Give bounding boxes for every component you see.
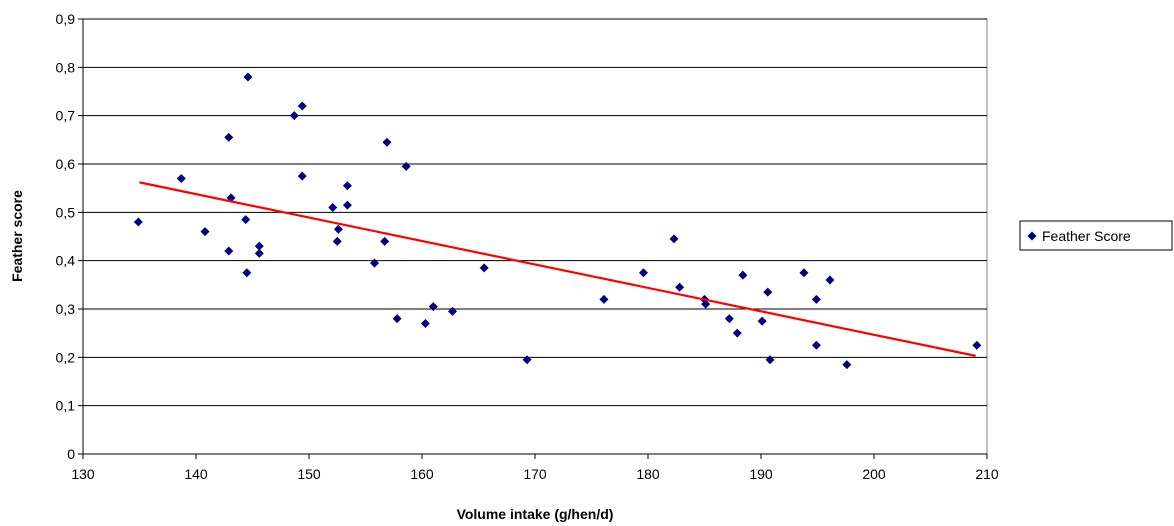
data-point [297, 171, 307, 181]
y-tick-label: 0,8 [56, 59, 76, 75]
legend-marker-diamond [1027, 231, 1037, 241]
data-point [724, 314, 734, 324]
data-point [224, 246, 234, 256]
x-tick-label: 160 [410, 466, 434, 482]
x-axis-title: Volume intake (g/hen/d) [457, 506, 614, 522]
gridlines [83, 18, 987, 407]
y-axis-title: Feather score [9, 190, 25, 282]
data-point [289, 111, 299, 121]
legend-box [1019, 220, 1173, 251]
trendline [139, 181, 976, 357]
x-tick-label: 140 [184, 466, 208, 482]
x-tick-label: 130 [71, 466, 95, 482]
data-point [811, 340, 821, 350]
legend-label: Feather Score [1042, 228, 1131, 244]
data-point [638, 268, 648, 278]
data-point [224, 132, 234, 142]
data-points [133, 72, 982, 370]
data-point [763, 287, 773, 297]
y-tick-label: 0,1 [56, 398, 76, 414]
data-point [297, 101, 307, 111]
data-point [333, 224, 343, 234]
data-point [599, 294, 609, 304]
data-point [799, 268, 809, 278]
data-point [825, 275, 835, 285]
data-point [479, 263, 489, 273]
y-axis-ticks: 0 0,1 0,2 0,3 0,4 0,5 0,6 0,7 0,8 0,9 [56, 11, 83, 462]
data-point [757, 316, 767, 326]
data-point [669, 234, 679, 244]
x-tick-label: 200 [862, 466, 886, 482]
data-point [328, 203, 338, 212]
x-tick-label: 210 [975, 466, 999, 482]
data-point [701, 299, 711, 309]
x-axis-ticks: 130 140 150 160 170 180 190 200 210 [71, 454, 999, 482]
x-tick-label: 170 [523, 466, 547, 482]
data-point [522, 355, 532, 365]
data-point [200, 227, 210, 237]
plot-area [82, 18, 988, 455]
data-point [254, 241, 264, 251]
data-point [765, 355, 775, 365]
data-point [133, 217, 143, 227]
data-point [176, 174, 186, 183]
data-point [732, 328, 742, 338]
data-point [401, 161, 411, 171]
data-point [342, 200, 352, 210]
data-point [370, 258, 380, 268]
data-point [242, 268, 252, 278]
x-tick-label: 180 [636, 466, 660, 482]
y-tick-label: 0,6 [56, 156, 76, 172]
data-point [243, 72, 253, 82]
legend: Feather Score [1019, 220, 1173, 251]
data-point [972, 340, 982, 350]
data-point [342, 181, 352, 191]
data-point [332, 236, 342, 246]
x-tick-label: 190 [749, 466, 773, 482]
data-point [842, 360, 852, 370]
y-tick-label: 0,3 [56, 301, 76, 317]
data-point [241, 215, 251, 225]
data-point [811, 294, 821, 304]
data-point [382, 137, 392, 147]
y-tick-label: 0 [67, 446, 75, 462]
data-point [380, 236, 390, 246]
x-tick-label: 150 [297, 466, 321, 482]
y-tick-label: 0,2 [56, 349, 76, 365]
data-point [448, 306, 458, 316]
data-point [675, 282, 685, 292]
data-point [420, 319, 430, 328]
data-point [392, 314, 402, 324]
data-point [254, 248, 264, 258]
data-point [738, 270, 748, 280]
y-tick-label: 0,4 [56, 253, 76, 269]
y-tick-label: 0,9 [56, 11, 76, 27]
data-point [428, 302, 438, 312]
y-tick-label: 0,5 [56, 204, 76, 220]
y-tick-label: 0,7 [56, 108, 76, 124]
